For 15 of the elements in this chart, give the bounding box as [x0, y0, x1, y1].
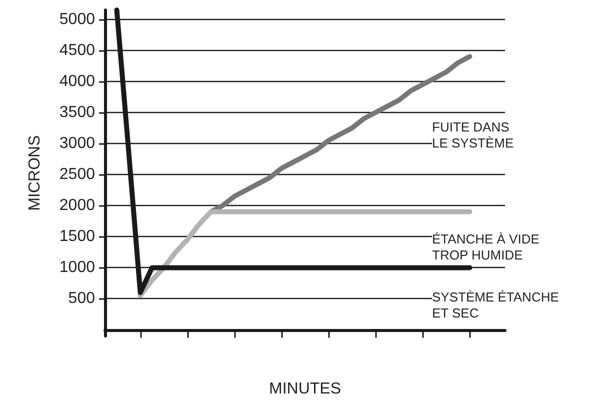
y-tick-label: 500: [68, 290, 96, 308]
y-tick-label: 2000: [59, 197, 96, 214]
y-tick-label: 2500: [59, 166, 96, 184]
y-axis-title: MICRONS: [26, 135, 44, 211]
y-tick-label: 4000: [59, 72, 96, 90]
y-tick-label: 5000: [59, 10, 96, 28]
y-tick-label: 1500: [59, 228, 96, 246]
y-tick-label: 1000: [59, 259, 96, 276]
annotation: ÉTANCHE À VIDE TROP HUMIDE: [432, 232, 540, 262]
y-tick-label: 3500: [59, 104, 96, 121]
x-axis-title: MINUTES: [269, 380, 341, 398]
y-tick-label: 4500: [59, 42, 96, 59]
annotation: SYSTÈME ÉTANCHE ET SEC: [432, 290, 560, 320]
annotation: FUITE DANS LE SYSTÈME: [432, 120, 514, 150]
y-tick-label: 3000: [59, 135, 96, 152]
